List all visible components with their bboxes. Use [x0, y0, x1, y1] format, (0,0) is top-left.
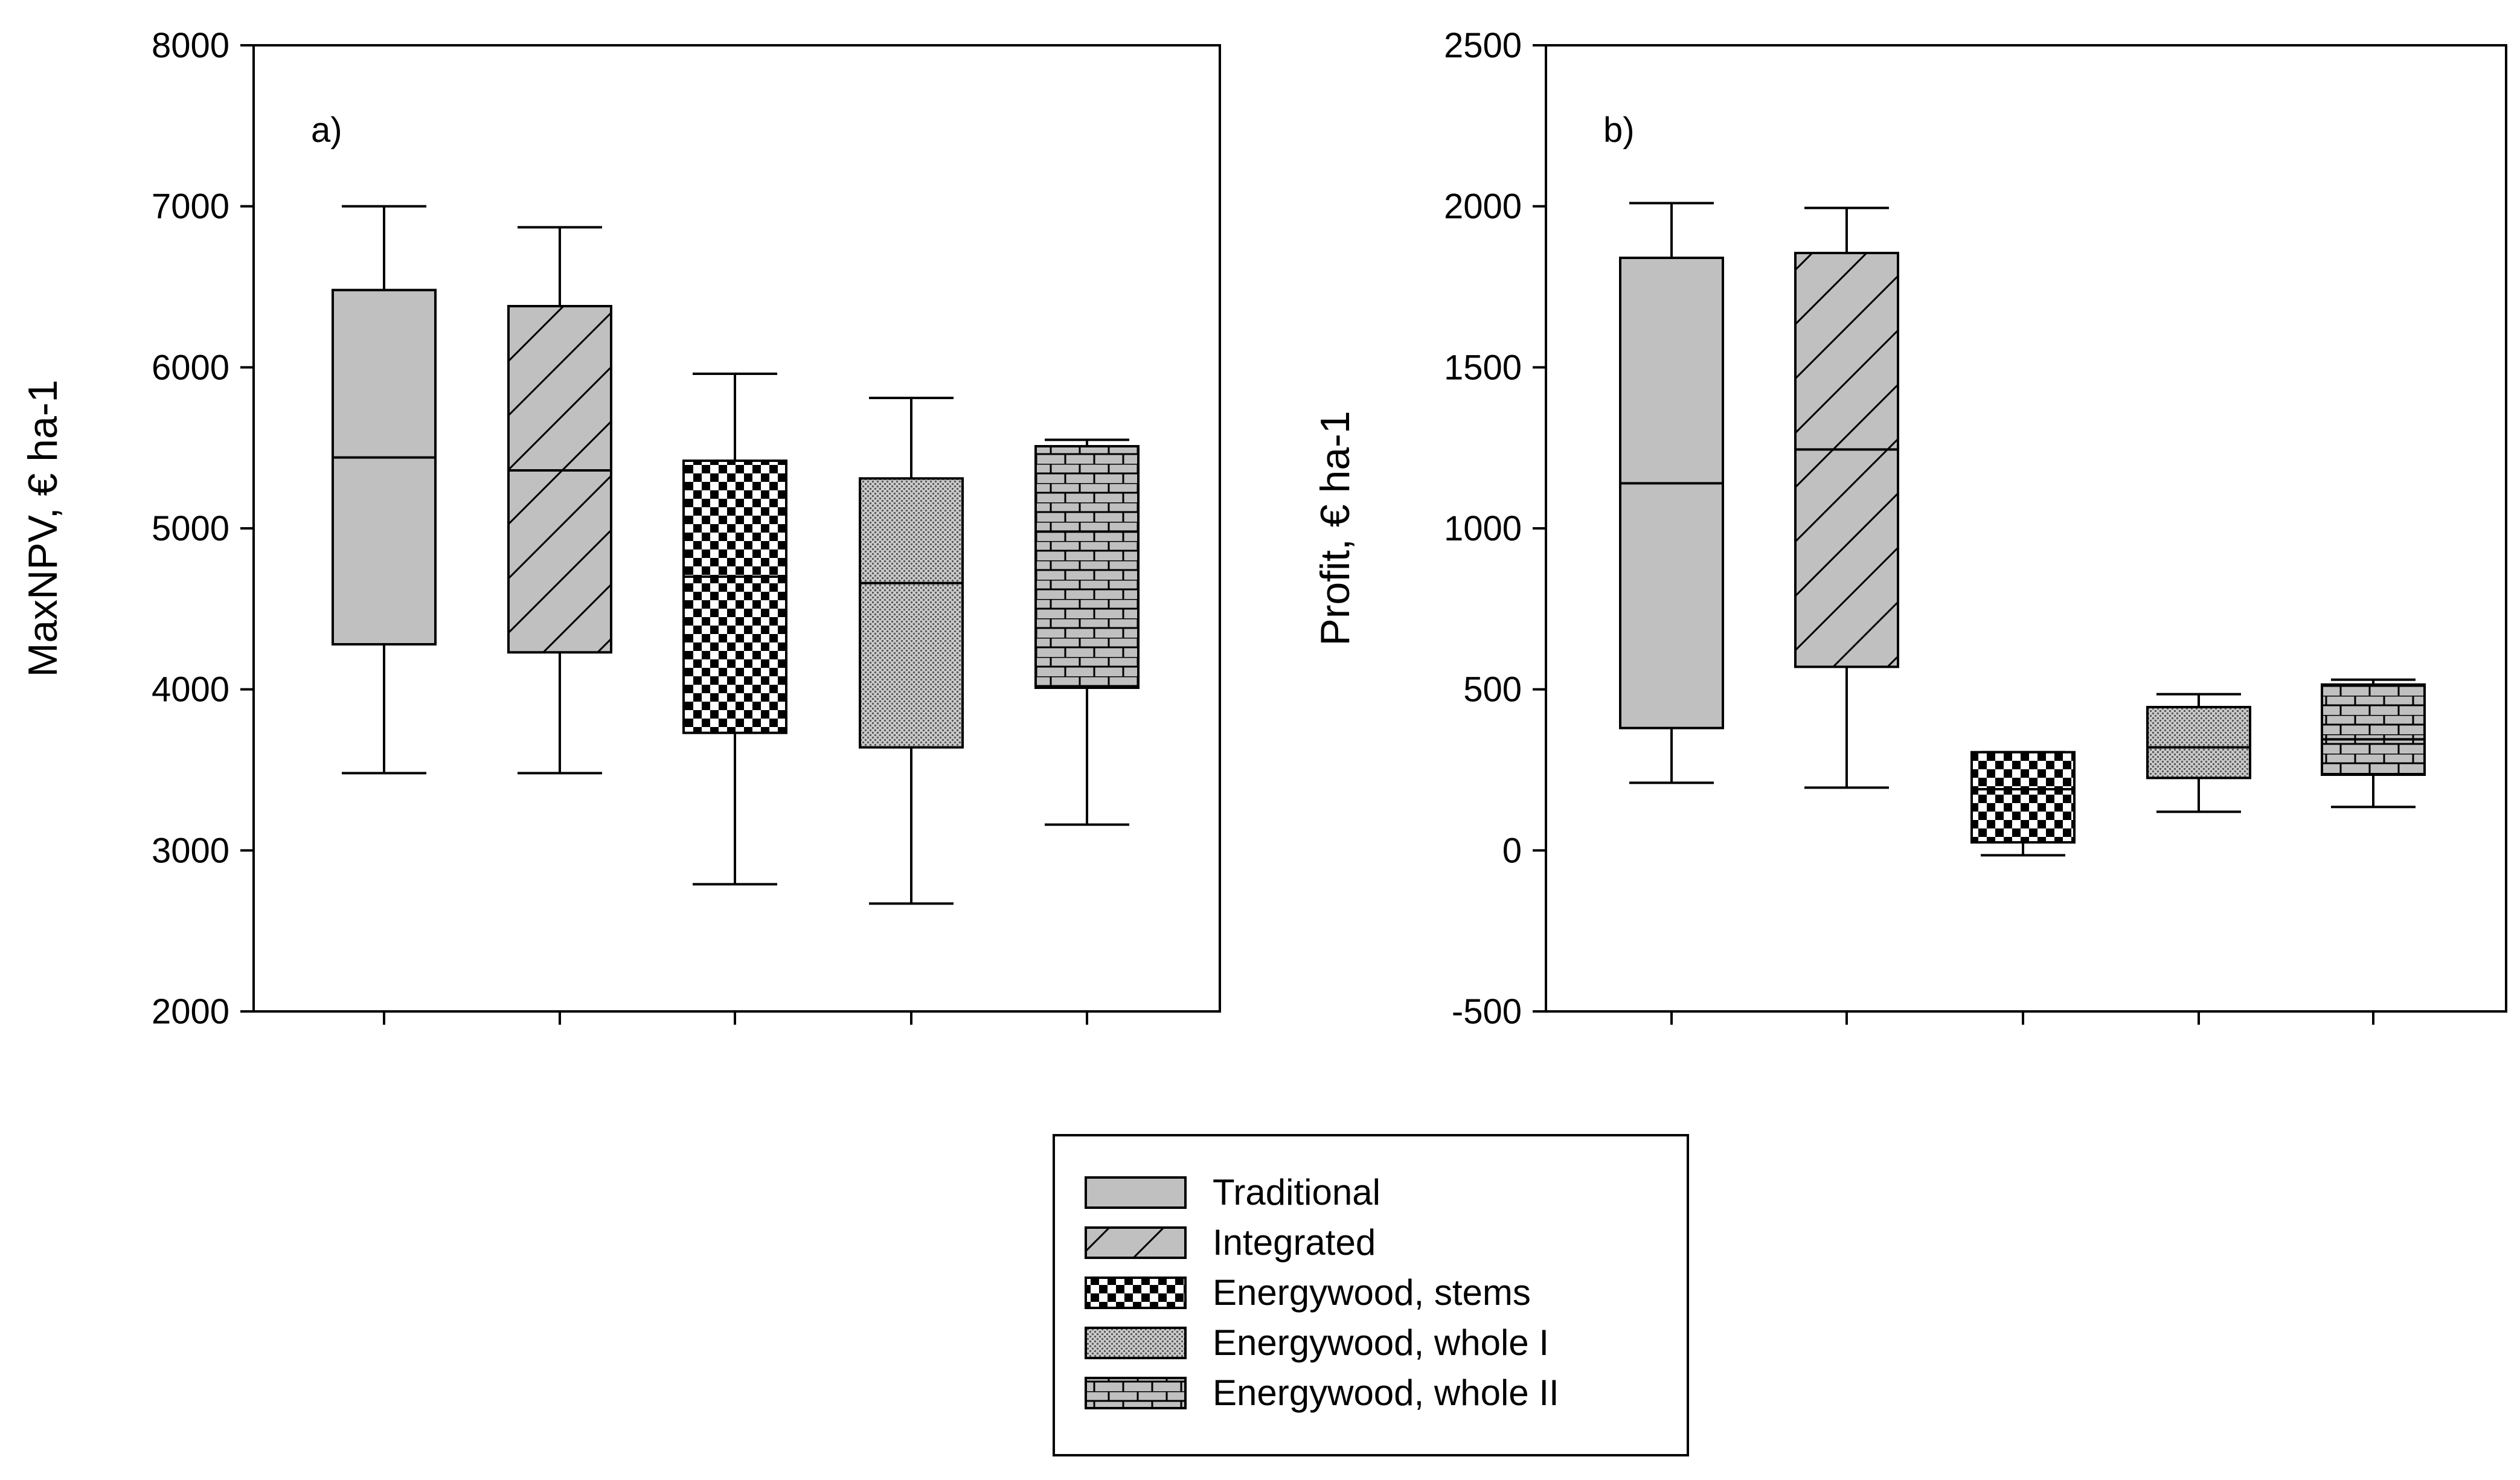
box-integrated — [1794, 207, 1899, 1025]
y-tick-label: 1000 — [1444, 509, 1522, 548]
box-iqr — [507, 305, 612, 654]
y-tick-label: 0 — [1502, 831, 1522, 870]
y-tick-label: 500 — [1463, 670, 1522, 710]
legend-swatch-energywood-whole-i — [1085, 1327, 1187, 1359]
y-tick-label: 6000 — [152, 348, 229, 387]
box-energywood-whole-ii — [1034, 438, 1140, 1025]
box-iqr — [682, 460, 787, 734]
box-iqr — [1034, 445, 1140, 689]
legend-label-energywood-whole-i: Energywood, whole I — [1213, 1322, 1549, 1363]
legend-label-integrated: Integrated — [1213, 1222, 1376, 1263]
box-iqr — [1619, 257, 1724, 729]
y-tick-label: 2500 — [1444, 26, 1522, 65]
box-integrated — [507, 226, 612, 1025]
panel-b: -500 0 500 1000 1500 2000 2500 Profit, € ha-1 b) — [1312, 26, 2507, 1031]
y-tick-label: 2000 — [1444, 187, 1522, 226]
box-traditional — [1619, 202, 1724, 1025]
legend-label-traditional: Traditional — [1213, 1172, 1380, 1213]
box-traditional — [332, 205, 437, 1025]
panel-label: a) — [311, 111, 342, 150]
legend-swatch-integrated — [1085, 1226, 1187, 1259]
box-iqr — [2321, 683, 2426, 776]
y-tick-label: 5000 — [152, 509, 229, 548]
box-iqr — [1794, 252, 1899, 668]
y-tick-label: 2000 — [152, 992, 229, 1031]
y-axis-title: MaxNPV, € ha-1 — [20, 380, 66, 678]
y-tick-label: -500 — [1452, 992, 1522, 1031]
box-energywood-whole-i — [2146, 693, 2251, 1025]
y-axis-title: Profit, € ha-1 — [1312, 411, 1358, 645]
panel-a: 2000 3000 4000 5000 6000 7000 8000 MaxNPV, € ha… — [20, 26, 1221, 1031]
y-tick-label: 4000 — [152, 670, 229, 710]
box-iqr — [859, 477, 964, 749]
y-tick-label: 1500 — [1444, 348, 1522, 387]
y-tick-label: 7000 — [152, 187, 229, 226]
box-energywood-stems — [1970, 751, 2076, 1025]
y-tick-label: 3000 — [152, 831, 229, 870]
box-iqr — [332, 289, 437, 646]
panel-label: b) — [1603, 111, 1635, 150]
legend-label-energywood-whole-ii: Energywood, whole II — [1213, 1373, 1559, 1413]
y-tick-label: 8000 — [152, 26, 229, 65]
legend-label-energywood-stems: Energywood, stems — [1213, 1272, 1531, 1313]
box-energywood-whole-ii — [2321, 678, 2426, 1025]
legend: Traditional Integrated Energywood, stems En… — [1053, 1134, 1689, 1456]
box-energywood-stems — [682, 373, 787, 1025]
legend-swatch-traditional — [1085, 1176, 1187, 1209]
box-iqr — [2146, 706, 2251, 780]
legend-swatch-energywood-whole-ii — [1085, 1377, 1187, 1409]
legend-swatch-energywood-stems — [1085, 1277, 1187, 1309]
box-iqr — [1970, 751, 2076, 844]
box-energywood-whole-i — [859, 397, 964, 1025]
